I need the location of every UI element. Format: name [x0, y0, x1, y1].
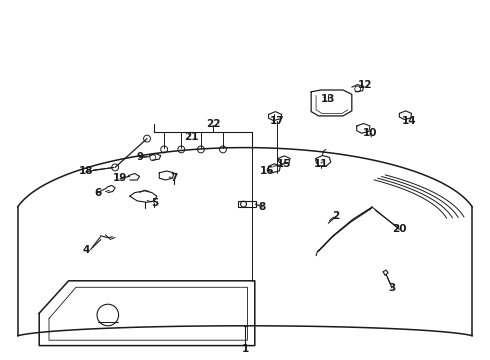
Text: 2: 2 — [332, 211, 339, 221]
Text: 12: 12 — [358, 80, 372, 90]
Text: 5: 5 — [151, 198, 158, 208]
Text: 3: 3 — [389, 283, 395, 293]
Text: 22: 22 — [206, 119, 220, 129]
Text: 14: 14 — [402, 116, 416, 126]
Text: 17: 17 — [270, 116, 284, 126]
Text: 13: 13 — [321, 94, 336, 104]
Text: 18: 18 — [78, 166, 93, 176]
Text: 9: 9 — [136, 152, 143, 162]
Text: 4: 4 — [82, 245, 90, 255]
Text: 1: 1 — [242, 344, 248, 354]
Text: 16: 16 — [260, 166, 274, 176]
Text: 15: 15 — [277, 159, 292, 169]
Text: 19: 19 — [113, 173, 127, 183]
Text: 7: 7 — [170, 173, 178, 183]
Bar — [238, 201, 256, 207]
Text: 10: 10 — [363, 128, 377, 138]
Text: 6: 6 — [95, 188, 101, 198]
Text: 11: 11 — [314, 159, 328, 169]
Text: 21: 21 — [184, 132, 198, 142]
Text: 8: 8 — [259, 202, 266, 212]
Text: 20: 20 — [392, 224, 407, 234]
